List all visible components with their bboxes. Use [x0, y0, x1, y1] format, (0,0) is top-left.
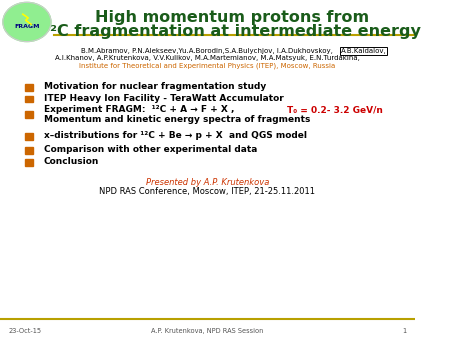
Text: ¹²C fragmentation at intermediate energy: ¹²C fragmentation at intermediate energy [43, 24, 421, 39]
Text: Momentum and kinetic energy spectra of fragments: Momentum and kinetic energy spectra of f… [44, 116, 310, 124]
Text: Presented by A.P. Krutenkova: Presented by A.P. Krutenkova [145, 178, 269, 187]
FancyBboxPatch shape [25, 84, 33, 91]
Text: x–distributions for ¹²C + Be → p + X  and QGS model: x–distributions for ¹²C + Be → p + X and… [44, 131, 306, 140]
FancyBboxPatch shape [25, 111, 33, 118]
Text: High momentum protons from: High momentum protons from [95, 10, 369, 25]
Text: Institute for Theoretical and Experimental Physics (ITEP), Moscow, Russia: Institute for Theoretical and Experiment… [79, 63, 335, 70]
FancyBboxPatch shape [25, 159, 33, 166]
Text: Experiment FRAGM:  ¹²C + A → F + X ,: Experiment FRAGM: ¹²C + A → F + X , [44, 105, 234, 114]
Text: Conclusion: Conclusion [44, 157, 99, 166]
Text: B.M.Abramov, P.N.Alekseev,Yu.A.Borodin,S.A.Bulychjov, I.A.Dukhovskoy,: B.M.Abramov, P.N.Alekseev,Yu.A.Borodin,S… [81, 48, 333, 54]
Text: 23-Oct-15: 23-Oct-15 [8, 328, 41, 334]
Text: Comparison with other experimental data: Comparison with other experimental data [44, 145, 257, 154]
Text: 1: 1 [402, 328, 406, 334]
FancyBboxPatch shape [25, 147, 33, 154]
FancyBboxPatch shape [25, 96, 33, 102]
Text: Motivation for nuclear fragmentation study: Motivation for nuclear fragmentation stu… [44, 82, 266, 91]
Circle shape [3, 2, 51, 42]
Text: A.B.Kaidalov,: A.B.Kaidalov, [341, 48, 387, 54]
Text: ITEP Heavy Ion Facility - TeraWatt Accumulator: ITEP Heavy Ion Facility - TeraWatt Accum… [44, 94, 283, 102]
Text: T₀ = 0.2- 3.2 GeV/n: T₀ = 0.2- 3.2 GeV/n [287, 105, 382, 114]
FancyBboxPatch shape [25, 133, 33, 140]
Text: A.P. Krutenkova, NPD RAS Session: A.P. Krutenkova, NPD RAS Session [151, 328, 263, 334]
Text: NPD RAS Conference, Moscow, ITEP, 21-25.11.2011: NPD RAS Conference, Moscow, ITEP, 21-25.… [99, 188, 315, 196]
Text: FRAGM: FRAGM [14, 24, 40, 28]
Text: A.I.Khanov, A.P.Krutenkova, V.V.Kulikov, M.A.Martemianov, M.A.Matsyuk, E.N.Turda: A.I.Khanov, A.P.Krutenkova, V.V.Kulikov,… [55, 55, 360, 62]
